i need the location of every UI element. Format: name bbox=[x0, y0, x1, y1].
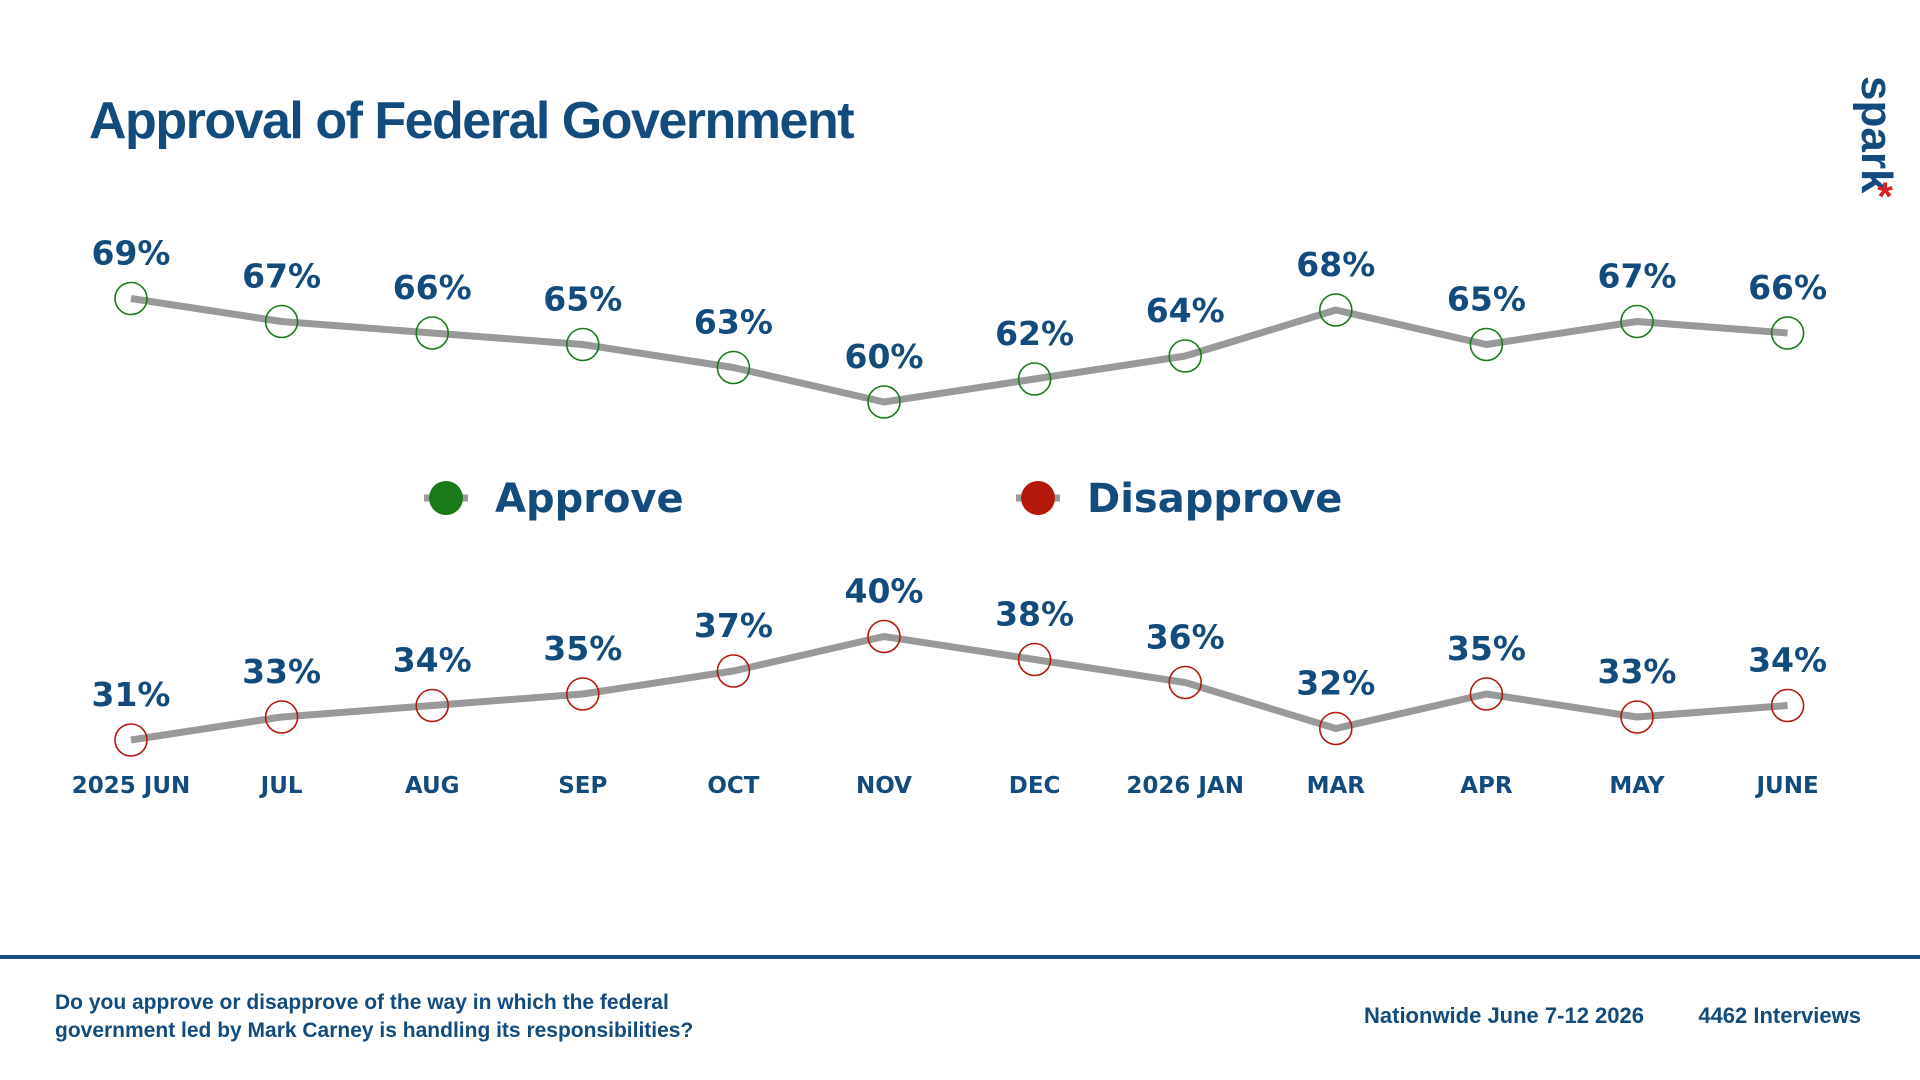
value-label: 63% bbox=[694, 303, 773, 342]
value-label: 35% bbox=[1447, 629, 1526, 668]
x-tick-label: 2026 JAN bbox=[1126, 773, 1244, 799]
marker bbox=[565, 327, 600, 362]
x-tick-label: APR bbox=[1460, 773, 1513, 799]
value-label: 33% bbox=[1598, 652, 1677, 691]
marker bbox=[1469, 677, 1504, 711]
value-label: 32% bbox=[1296, 664, 1375, 703]
footer-question: government led by Mark Carney is handlin… bbox=[55, 1019, 693, 1042]
x-tick-label: NOV bbox=[856, 773, 912, 799]
marker bbox=[1319, 711, 1353, 746]
marker bbox=[1469, 327, 1504, 362]
x-tick-label: SEP bbox=[558, 773, 607, 799]
value-label: 33% bbox=[242, 652, 321, 691]
x-tick-label: MAR bbox=[1307, 773, 1366, 799]
marker bbox=[1168, 339, 1202, 373]
marker bbox=[716, 654, 751, 688]
value-label: 62% bbox=[995, 314, 1074, 353]
footer-sample: Nationwide June 7-12 2026 bbox=[1364, 1003, 1644, 1028]
value-label: 34% bbox=[393, 641, 472, 680]
x-tick-label: JUNE bbox=[1754, 773, 1818, 799]
footer-question: Do you approve or disapprove of the way … bbox=[55, 991, 669, 1014]
marker bbox=[415, 688, 450, 723]
x-tick-label: JUL bbox=[259, 773, 303, 799]
value-label: 31% bbox=[92, 675, 171, 714]
value-label: 64% bbox=[1146, 291, 1225, 330]
marker bbox=[867, 619, 901, 654]
legend-swatch bbox=[429, 481, 463, 515]
marker bbox=[264, 700, 299, 734]
value-label: 68% bbox=[1296, 245, 1375, 284]
marker bbox=[1017, 642, 1052, 677]
marker bbox=[1319, 293, 1353, 327]
chart-title: Approval of Federal Government bbox=[89, 92, 854, 150]
legend-label: Approve bbox=[495, 476, 684, 522]
legend-swatch bbox=[1021, 481, 1055, 515]
marker bbox=[1168, 665, 1202, 700]
value-label: 67% bbox=[242, 257, 321, 296]
value-label: 66% bbox=[1748, 268, 1827, 307]
marker bbox=[264, 304, 299, 339]
x-tick-label: OCT bbox=[707, 773, 759, 799]
value-label: 69% bbox=[92, 234, 171, 273]
marker bbox=[1620, 304, 1654, 339]
brand-mark: * bbox=[1877, 175, 1893, 219]
value-label: 38% bbox=[995, 595, 1074, 634]
footer-rule bbox=[0, 955, 1920, 959]
value-label: 40% bbox=[845, 572, 924, 611]
value-label: 35% bbox=[543, 629, 622, 668]
x-tick-label: MAY bbox=[1609, 773, 1664, 799]
marker bbox=[1017, 362, 1052, 396]
marker bbox=[565, 677, 600, 711]
series-line bbox=[130, 633, 1788, 744]
x-tick-label: 2025 JUN bbox=[72, 773, 191, 799]
x-tick-label: AUG bbox=[405, 773, 460, 799]
marker bbox=[1770, 316, 1805, 350]
value-label: 37% bbox=[694, 606, 773, 645]
value-label: 65% bbox=[543, 280, 622, 319]
marker bbox=[114, 281, 148, 316]
marker bbox=[114, 723, 148, 757]
legend-label: Disapprove bbox=[1087, 476, 1342, 522]
footer-interviews: 4462 Interviews bbox=[1698, 1003, 1861, 1028]
brand: spark bbox=[1852, 76, 1901, 194]
marker bbox=[867, 385, 901, 419]
series-line bbox=[130, 295, 1788, 406]
value-label: 65% bbox=[1447, 280, 1526, 319]
value-label: 34% bbox=[1748, 641, 1827, 680]
marker bbox=[1770, 688, 1805, 723]
marker bbox=[1620, 700, 1654, 734]
value-label: 67% bbox=[1598, 257, 1677, 296]
x-tick-label: DEC bbox=[1009, 773, 1061, 799]
value-label: 36% bbox=[1146, 618, 1225, 657]
value-label: 66% bbox=[393, 268, 472, 307]
marker bbox=[415, 316, 450, 350]
value-label: 60% bbox=[845, 337, 924, 376]
marker bbox=[716, 350, 751, 385]
